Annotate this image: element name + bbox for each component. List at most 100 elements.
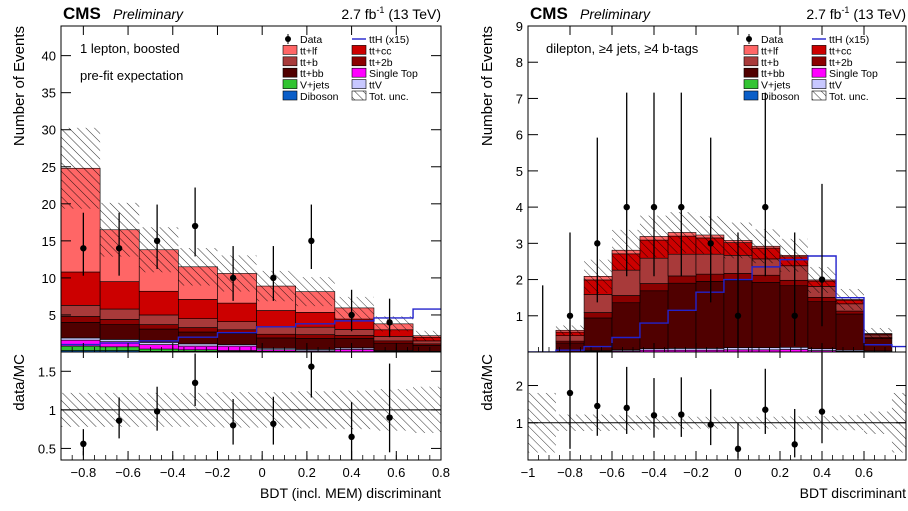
stack-bar — [61, 322, 100, 338]
y-tick-label: 7 — [516, 91, 523, 106]
legend-swatch — [352, 68, 366, 77]
stack-bar — [178, 344, 217, 346]
legend-label: tt+bb — [300, 68, 324, 80]
ratio-point — [270, 421, 276, 427]
stack-bar — [612, 303, 640, 350]
legend-swatch — [812, 45, 826, 54]
x-axis-label: BDT (incl. MEM) discriminant — [260, 485, 441, 501]
luminosity-label: 2.7 fb-1 (13 TeV) — [341, 5, 441, 22]
category-annotation: 1 lepton, boosted — [80, 41, 180, 56]
legend-label: Tot. unc. — [829, 91, 869, 103]
stack-bar — [100, 309, 139, 319]
uncertainty-bin — [780, 239, 808, 272]
ratio-point — [594, 403, 600, 409]
ratio-point — [230, 422, 236, 428]
main-plot-area — [61, 128, 441, 352]
legend-swatch — [744, 57, 758, 66]
stack-bar — [752, 348, 780, 350]
stack-bar — [668, 276, 696, 283]
legend-item: tt+2b — [812, 57, 853, 69]
uncertainty-bin — [696, 216, 724, 253]
stack-bar — [696, 274, 724, 281]
legend-swatch — [744, 68, 758, 77]
ratio-point — [154, 408, 160, 414]
ratio-y-tick-label: 1 — [516, 416, 523, 431]
stack-bar — [61, 272, 100, 305]
legend-item: Tot. unc. — [812, 91, 869, 103]
legend-item: tt+lf — [283, 45, 317, 57]
legend-item: Tot. unc. — [352, 91, 409, 103]
stack-bar — [217, 322, 256, 330]
data-point — [192, 223, 198, 229]
data-point — [80, 245, 86, 251]
y-tick-label: 8 — [516, 55, 523, 70]
ratio-point — [386, 414, 392, 420]
data-point — [819, 276, 825, 282]
legend-swatch — [744, 45, 758, 54]
ratio-point — [708, 421, 714, 427]
stack-bar — [752, 282, 780, 347]
y-tick-label: 5 — [49, 308, 56, 323]
stack-bar — [335, 338, 374, 348]
stack-bar — [100, 319, 139, 324]
preliminary-label: Preliminary — [113, 6, 184, 22]
ratio-y-axis-label: data/MC — [479, 354, 496, 411]
data-point — [735, 313, 741, 319]
y-tick-label: 5 — [516, 164, 523, 179]
luminosity-label: 2.7 fb-1 (13 TeV) — [806, 5, 906, 22]
data-point — [348, 312, 354, 318]
x-tick-label: −0.6 — [115, 465, 141, 480]
data-point — [116, 245, 122, 251]
legend-label: ttH (x15) — [829, 34, 869, 46]
legend-swatch — [744, 91, 758, 100]
x-tick-label: 0.2 — [771, 465, 789, 480]
legend-label: Single Top — [369, 68, 418, 80]
luminosity-energy: (13 TeV) — [849, 6, 906, 22]
legend-label: tt+lf — [761, 45, 778, 57]
stack-bar — [296, 312, 335, 327]
legend-hatch-swatch — [812, 91, 826, 100]
stack-bar — [335, 335, 374, 338]
stack-bar — [296, 327, 335, 334]
data-point — [308, 238, 314, 244]
legend-swatch — [283, 80, 297, 89]
stack-bar — [178, 328, 217, 332]
y-tick-label: 20 — [42, 197, 56, 212]
uncertainty-bin — [257, 271, 296, 301]
data-point — [651, 204, 657, 210]
legend-item: Single Top — [352, 68, 418, 80]
stack-bar — [780, 347, 808, 349]
uncertainty-bin — [296, 277, 335, 306]
legend-item: tt+lf — [744, 45, 778, 57]
stack-bar — [696, 281, 724, 348]
main-plot-area — [528, 212, 906, 352]
ratio-point — [819, 408, 825, 414]
ratio-point — [80, 441, 86, 447]
legend-label: Single Top — [829, 68, 878, 80]
stack-bar — [100, 282, 139, 309]
ratio-point — [651, 412, 657, 418]
legend-item: tt+2b — [352, 57, 393, 69]
ratio-frame — [528, 352, 906, 460]
stack-bar — [640, 284, 668, 291]
luminosity-value: 2.7 fb — [806, 6, 841, 22]
legend-label: tt+cc — [369, 45, 391, 57]
legend-item: tt+b — [283, 57, 318, 69]
stack-bar — [296, 335, 335, 339]
stack-bar — [836, 311, 864, 314]
stack-bar — [668, 254, 696, 276]
stack-bar — [584, 318, 612, 351]
legend-item: Diboson — [744, 91, 800, 103]
stack-bar — [178, 319, 217, 328]
stack-bar — [413, 345, 441, 351]
stack-bar — [612, 270, 640, 295]
stack-bar — [836, 314, 864, 350]
uncertainty-bin — [139, 227, 178, 272]
luminosity-value: 2.7 fb — [341, 6, 376, 22]
data-point — [270, 275, 276, 281]
x-axis-label: BDT discriminant — [800, 485, 906, 501]
stack-bar — [640, 291, 668, 349]
ratio-point — [348, 434, 354, 440]
cms-label: CMS — [530, 4, 568, 23]
